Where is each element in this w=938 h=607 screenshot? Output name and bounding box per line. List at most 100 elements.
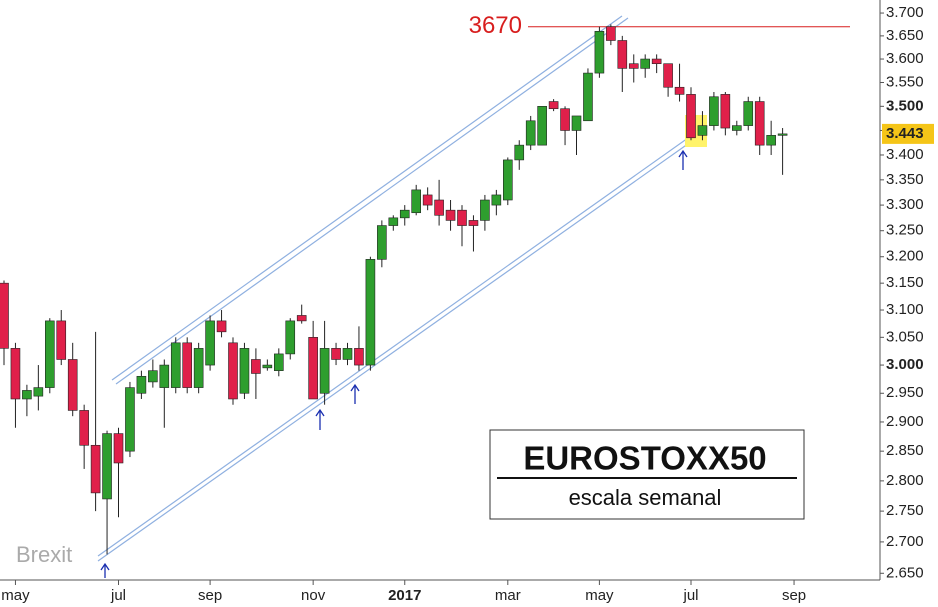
candle-body xyxy=(480,199,490,221)
candle-body xyxy=(514,144,525,161)
candle-body xyxy=(113,433,124,464)
candle-body xyxy=(537,106,547,146)
candle-body xyxy=(90,444,101,494)
candle-body xyxy=(239,348,250,394)
candle-body xyxy=(205,320,215,366)
y-tick-label: 2.900 xyxy=(886,413,924,430)
candle-body xyxy=(182,342,192,388)
x-tick-label: jul xyxy=(682,587,698,604)
candle-body xyxy=(251,359,261,374)
candle-body xyxy=(33,387,44,397)
candle-body xyxy=(640,58,651,69)
arrow xyxy=(100,562,110,578)
candle-body xyxy=(228,342,238,400)
candle-body xyxy=(216,320,227,333)
candle-body xyxy=(399,209,410,219)
candle-body xyxy=(571,115,582,131)
title-box xyxy=(489,429,805,520)
candle-body xyxy=(411,189,422,214)
arrow xyxy=(350,383,360,404)
candle-body xyxy=(67,359,78,411)
candle-body xyxy=(377,225,387,260)
y-tick-label: 3.200 xyxy=(886,248,924,265)
candle-body xyxy=(754,101,765,146)
candle-body xyxy=(273,353,284,371)
candle-body xyxy=(262,364,273,369)
candle-body xyxy=(502,159,513,201)
candle-body xyxy=(365,259,376,366)
annotation: Brexit xyxy=(16,542,72,567)
y-tick-label: 3.550 xyxy=(886,73,924,90)
y-tick-label: 3.100 xyxy=(886,301,924,318)
y-tick-label: 3.350 xyxy=(886,171,924,188)
candle-body xyxy=(148,370,158,383)
candle-body xyxy=(548,101,559,110)
candle-body xyxy=(331,348,341,360)
candle-body xyxy=(674,86,685,95)
x-tick-label: sep xyxy=(782,587,806,604)
candle-body xyxy=(102,433,112,500)
candle-body xyxy=(457,209,467,226)
y-tick-label: 3.000 xyxy=(886,356,924,373)
candle-body xyxy=(525,120,536,146)
candle-body xyxy=(342,348,353,360)
price-tag-label: 3.443 xyxy=(886,125,924,142)
candle-body xyxy=(686,94,696,139)
y-tick-label: 2.800 xyxy=(886,472,924,489)
arrow xyxy=(678,149,688,170)
candle-body xyxy=(583,72,593,122)
candle-body xyxy=(285,320,296,355)
channel xyxy=(97,15,693,562)
candle-body xyxy=(606,26,616,41)
candle-body xyxy=(709,96,719,126)
candle-body xyxy=(56,320,67,360)
candle-body xyxy=(766,135,776,146)
channel-line xyxy=(97,137,689,557)
candle-body xyxy=(617,40,628,69)
y-tick-label: 3.300 xyxy=(886,196,924,213)
x-tick-label: mar xyxy=(495,587,521,604)
candle-body xyxy=(388,217,399,226)
candle-body xyxy=(422,194,433,206)
y-tick-label: 3.500 xyxy=(886,97,924,114)
y-tick-label: 3.400 xyxy=(886,146,924,163)
y-tick-label: 2.650 xyxy=(886,564,924,581)
channel-line xyxy=(97,140,693,562)
y-tick-label: 3.700 xyxy=(886,4,924,21)
candle-body xyxy=(296,315,307,322)
y-tick-label: 2.750 xyxy=(886,502,924,519)
candle-body xyxy=(697,125,708,136)
candle-body xyxy=(628,63,639,69)
candle-body xyxy=(491,194,502,206)
channel-line xyxy=(111,15,623,381)
resistance-label: 3670 xyxy=(469,12,522,39)
x-tick-label: sep xyxy=(198,587,222,604)
y-tick-label: 3.600 xyxy=(886,50,924,67)
candle-body xyxy=(743,101,754,126)
candle-body xyxy=(445,209,456,221)
candle-body xyxy=(560,108,570,131)
y-tick-label: 2.950 xyxy=(886,384,924,401)
y-tick-label: 2.700 xyxy=(886,533,924,550)
y-tick-label: 3.250 xyxy=(886,222,924,239)
candle-body xyxy=(125,387,135,452)
candle-body xyxy=(159,364,170,388)
candle-body xyxy=(720,94,731,129)
arrows xyxy=(100,149,688,578)
candle-body xyxy=(44,320,55,388)
y-tick-label: 3.650 xyxy=(886,27,924,44)
price-tag xyxy=(882,123,934,144)
candle-body xyxy=(594,30,605,74)
candle-body xyxy=(434,199,444,216)
candle-body xyxy=(0,282,9,349)
candle-body xyxy=(731,125,742,131)
candle-body xyxy=(193,348,204,388)
chart-title: EUROSTOXX50 xyxy=(523,440,766,477)
candle-body xyxy=(79,410,89,446)
x-tick-label: nov xyxy=(301,587,326,604)
x-tick-label: 2017 xyxy=(388,587,421,604)
channel-line xyxy=(115,17,629,385)
candle-body xyxy=(777,133,788,136)
candle-body xyxy=(10,348,21,400)
